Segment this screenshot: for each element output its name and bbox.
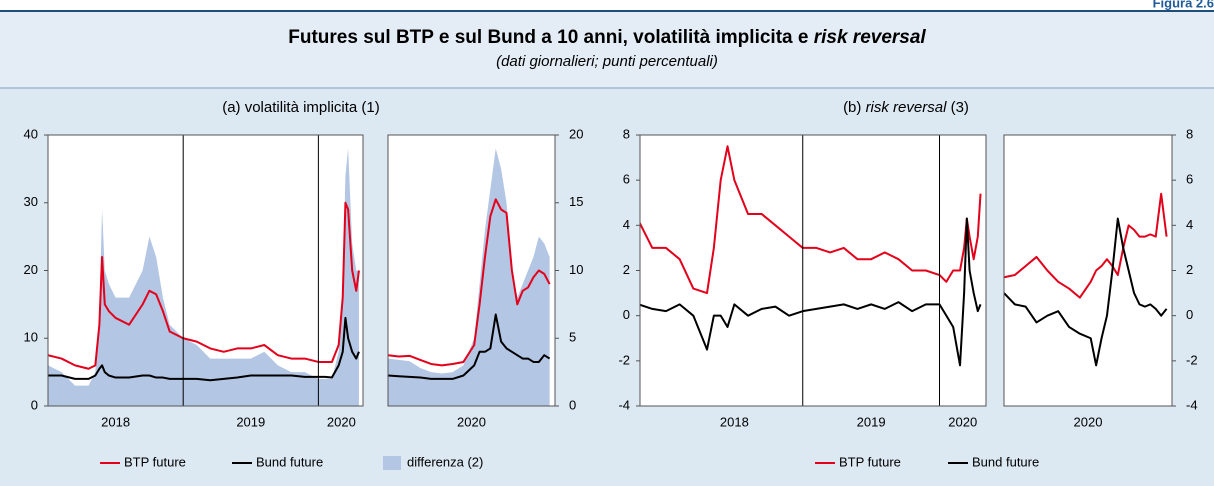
plot-group <box>48 148 360 406</box>
y2-tick-label: 15 <box>569 194 583 209</box>
y-tick-label: -4 <box>618 397 630 412</box>
title-part: (3) <box>946 99 969 116</box>
line <box>388 198 551 367</box>
title-part: (a) volatilità implicita (1) <box>222 99 380 116</box>
area <box>388 148 550 406</box>
legend-swatch <box>383 456 401 470</box>
x-tick-label: 2020 <box>1074 414 1103 429</box>
y-tick-label: -2 <box>618 352 630 367</box>
y2-tick-label: 8 <box>1186 126 1193 141</box>
plot-group <box>1004 192 1168 367</box>
y-tick-label: 6 <box>623 172 630 187</box>
legend-label: BTP future <box>124 454 186 469</box>
x-tick-label: 2018 <box>101 414 130 429</box>
y-tick-label: 2 <box>623 262 630 277</box>
area <box>48 148 359 406</box>
y2-tick-label: 5 <box>569 330 576 345</box>
x-tick-label: 2020 <box>327 414 356 429</box>
title-part: Futures sul BTP e sul Bund a 10 anni, vo… <box>288 27 813 48</box>
legend-label: differenza (2) <box>407 454 483 469</box>
line <box>640 217 982 367</box>
line <box>388 313 551 380</box>
y-tick-label: 8 <box>623 126 630 141</box>
panel-title: (b) risk reversal (3) <box>843 99 969 116</box>
chart-subtitle: (dati giornalieri; punti percentuali) <box>496 53 718 70</box>
x-tick-label: 2020 <box>457 414 486 429</box>
line <box>640 145 982 295</box>
title-part: (b) <box>843 99 866 116</box>
y-tick-label: 30 <box>24 194 38 209</box>
title-part: risk reversal <box>866 99 948 116</box>
y-tick-label: 4 <box>623 217 630 232</box>
line <box>48 201 360 370</box>
y2-tick-label: 20 <box>569 126 583 141</box>
y2-tick-label: 4 <box>1186 217 1193 232</box>
y2-tick-label: 6 <box>1186 172 1193 187</box>
x-tick-label: 2019 <box>236 414 265 429</box>
line <box>1004 217 1168 367</box>
x-tick-label: 2018 <box>720 414 749 429</box>
legend-label: Bund future <box>256 454 323 469</box>
title-part: risk reversal <box>814 27 927 48</box>
title-band <box>0 12 1214 88</box>
y2-tick-label: -2 <box>1186 352 1198 367</box>
plot-area <box>1004 135 1172 406</box>
plot-area <box>640 135 986 406</box>
x-tick-label: 2020 <box>948 414 977 429</box>
panel-title: (a) volatilità implicita (1) <box>222 99 380 116</box>
line <box>1004 192 1168 299</box>
y2-tick-label: 0 <box>1186 307 1193 322</box>
y2-tick-label: 0 <box>569 397 576 412</box>
y-tick-label: 10 <box>24 330 38 345</box>
legend-label: BTP future <box>839 454 901 469</box>
x-tick-label: 2019 <box>857 414 886 429</box>
plot-group <box>640 145 982 367</box>
y2-tick-label: 2 <box>1186 262 1193 277</box>
figure-label: Figura 2.6 <box>1153 0 1214 10</box>
y2-tick-label: -4 <box>1186 397 1198 412</box>
y-tick-label: 0 <box>623 307 630 322</box>
y-tick-label: 40 <box>24 126 38 141</box>
y2-tick-label: 10 <box>569 262 583 277</box>
legend-label: Bund future <box>972 454 1039 469</box>
y-tick-label: 20 <box>24 262 38 277</box>
line <box>48 316 360 382</box>
plot-group <box>388 148 551 406</box>
y-tick-label: 0 <box>31 397 38 412</box>
chart-title: Futures sul BTP e sul Bund a 10 anni, vo… <box>288 27 926 48</box>
